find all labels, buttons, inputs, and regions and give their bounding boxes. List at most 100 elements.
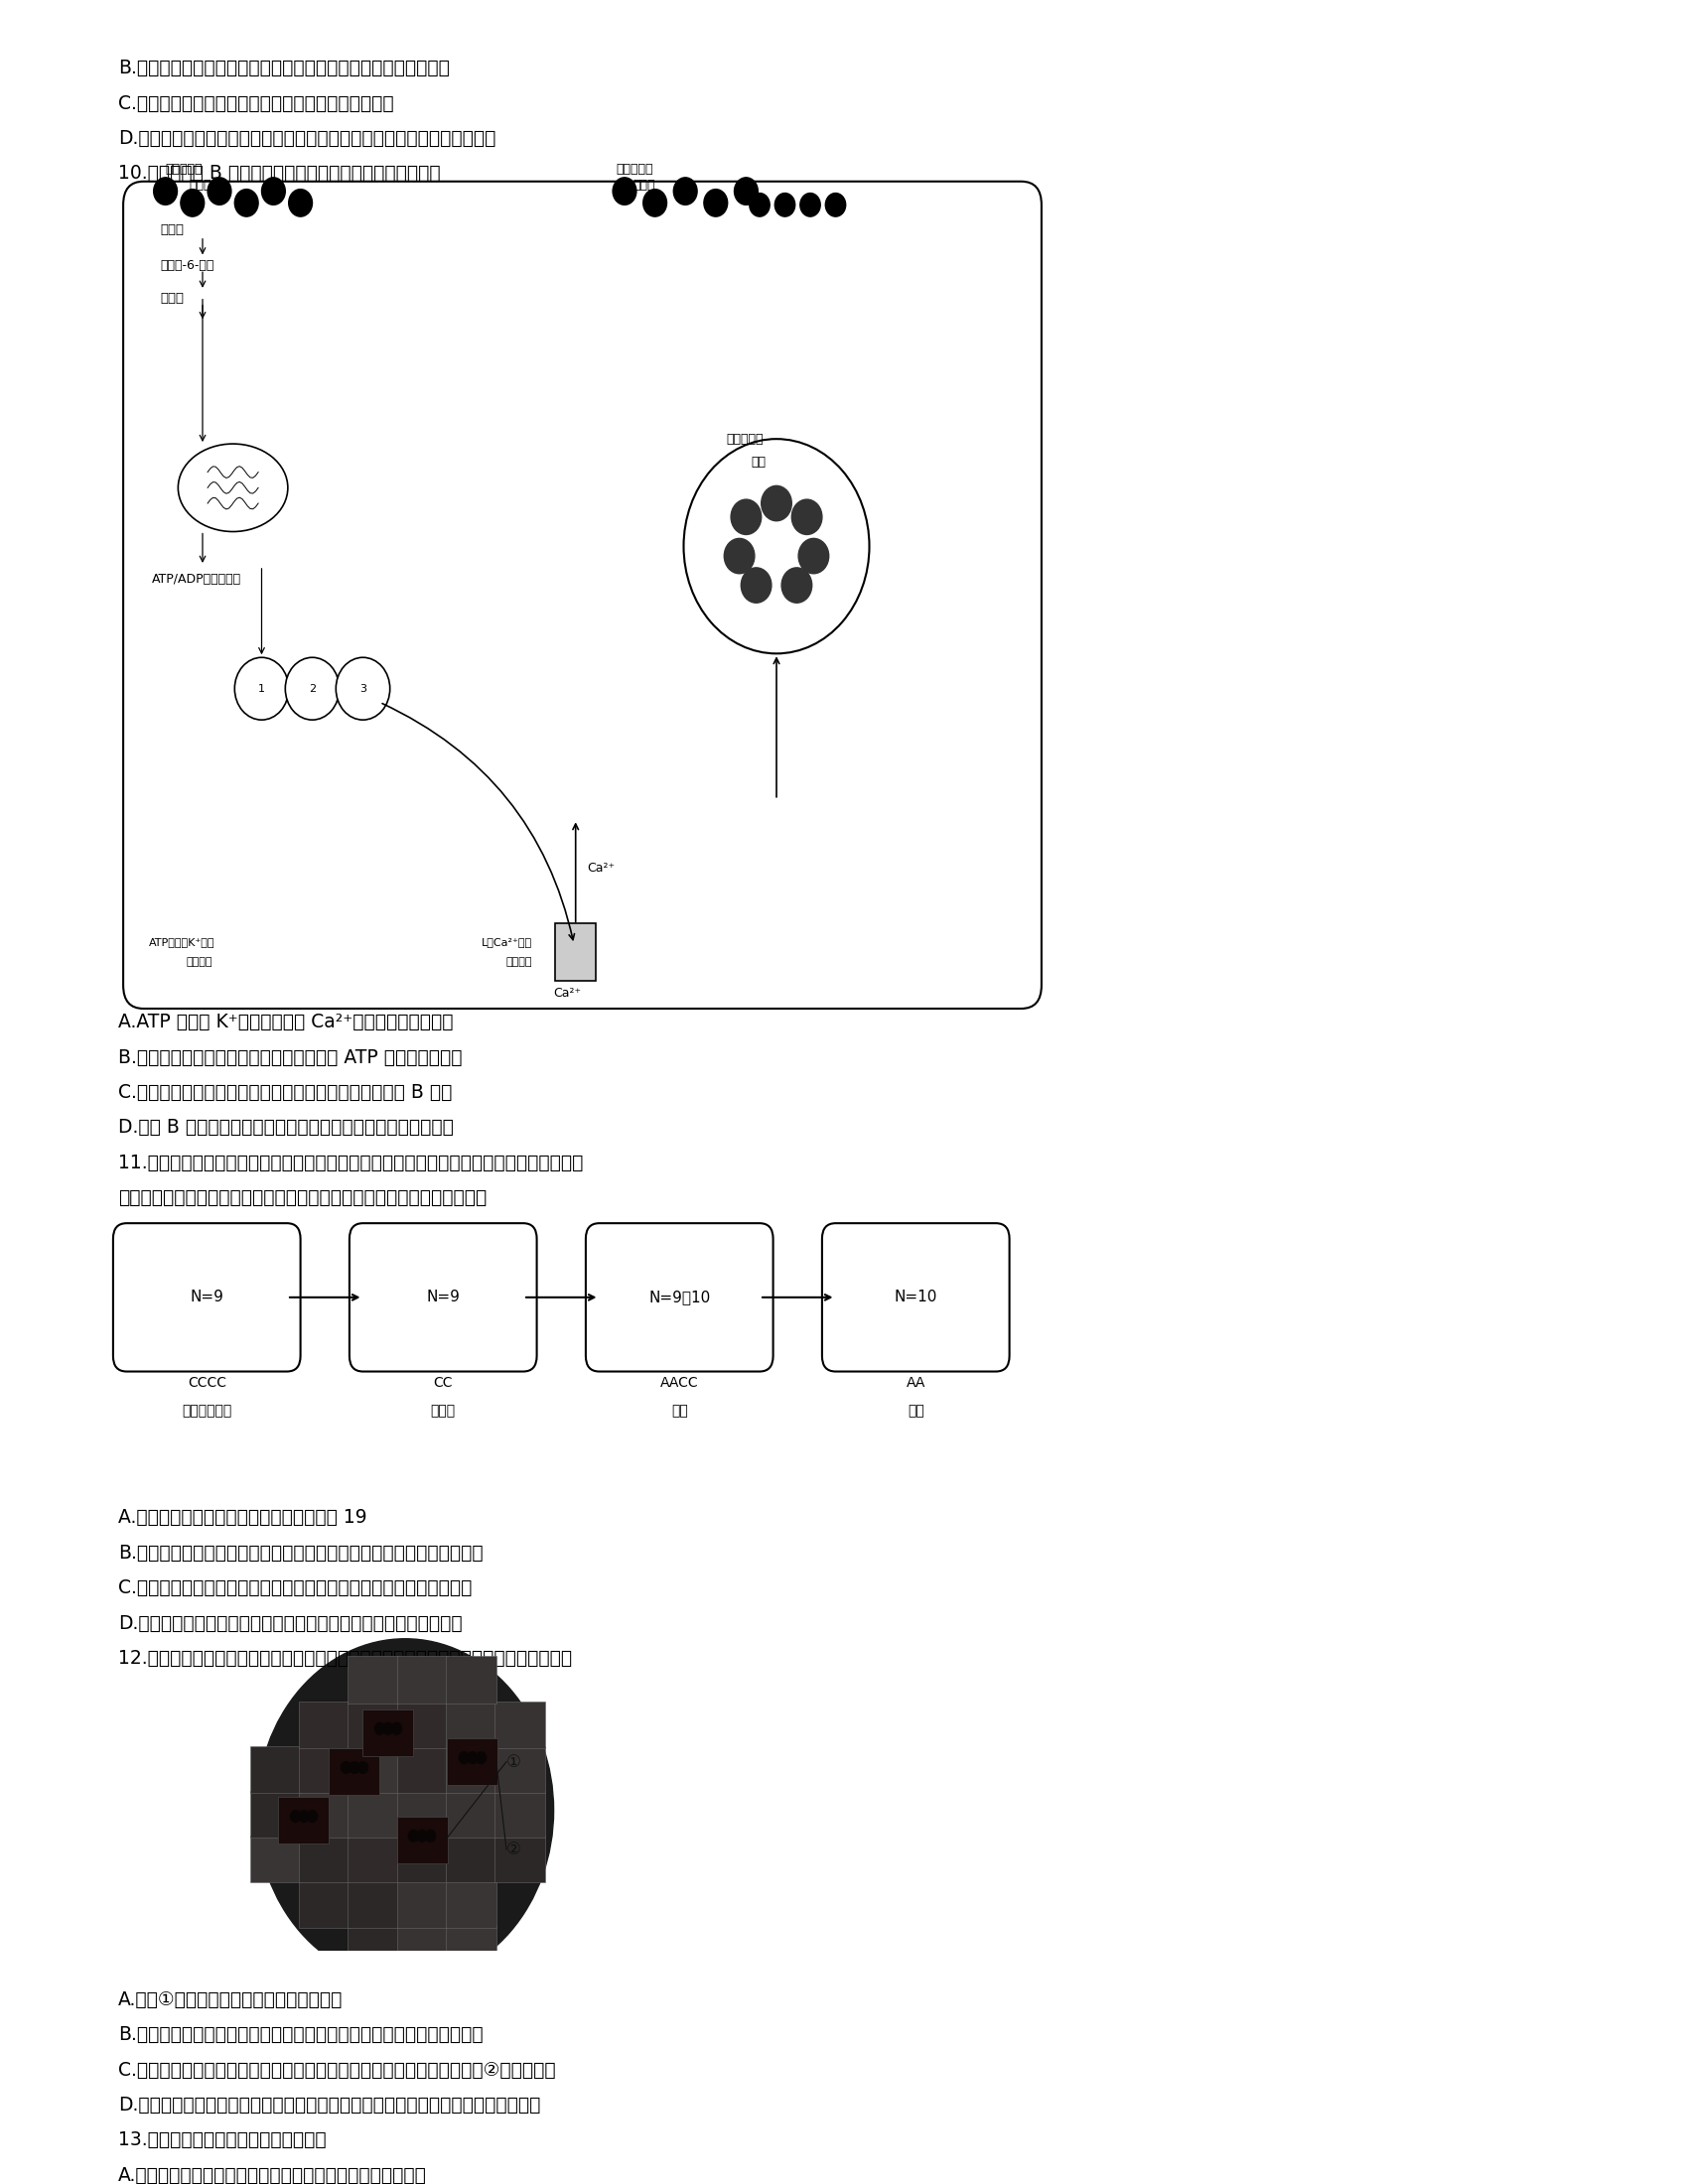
Circle shape <box>741 568 771 603</box>
Circle shape <box>731 500 761 535</box>
Text: D.胰岛 B 细胞内含有胰岛素的囊泡批量释放可迅速升高血糖浓度: D.胰岛 B 细胞内含有胰岛素的囊泡批量释放可迅速升高血糖浓度 <box>118 1118 454 1138</box>
FancyBboxPatch shape <box>446 1701 496 1747</box>
Circle shape <box>674 177 697 205</box>
Circle shape <box>468 1752 478 1765</box>
FancyBboxPatch shape <box>446 1880 496 1928</box>
FancyBboxPatch shape <box>495 1837 545 1883</box>
FancyBboxPatch shape <box>446 1655 496 1704</box>
Circle shape <box>704 190 728 216</box>
Text: 10.右图为胰岛 B 细胞分泌胰岛素的过程。有关叙述正确的是: 10.右图为胰岛 B 细胞分泌胰岛素的过程。有关叙述正确的是 <box>118 164 441 183</box>
Circle shape <box>341 1762 351 1773</box>
Text: 量上升: 量上升 <box>633 179 655 192</box>
Circle shape <box>775 192 795 216</box>
Text: 葡萄糖含量: 葡萄糖含量 <box>165 164 203 177</box>
FancyBboxPatch shape <box>250 1745 300 1793</box>
Text: B.可以根据视野中各个时期的细胞数量推算出细胞周期中各个时期的长度: B.可以根据视野中各个时期的细胞数量推算出细胞周期中各个时期的长度 <box>118 2025 483 2044</box>
FancyBboxPatch shape <box>250 1791 300 1837</box>
FancyBboxPatch shape <box>586 1223 773 1372</box>
Circle shape <box>299 1811 309 1821</box>
Circle shape <box>336 657 390 721</box>
FancyBboxPatch shape <box>299 1837 349 1883</box>
Circle shape <box>208 177 231 205</box>
Circle shape <box>289 190 312 216</box>
Text: CCCC: CCCC <box>187 1376 226 1391</box>
Text: 花椰菜: 花椰菜 <box>430 1404 456 1417</box>
Circle shape <box>262 177 285 205</box>
Circle shape <box>782 568 812 603</box>
Text: ②: ② <box>506 1841 522 1859</box>
Circle shape <box>383 1723 393 1734</box>
Circle shape <box>290 1811 300 1821</box>
Text: CC: CC <box>434 1376 452 1391</box>
Text: L型Ca²⁺通道: L型Ca²⁺通道 <box>481 937 532 948</box>
Text: C.群落的垂直结构和水平结构等特征，可随时间而改变: C.群落的垂直结构和水平结构等特征，可随时间而改变 <box>118 94 393 114</box>
Text: （开放）: （开放） <box>506 957 533 968</box>
Text: （关闭）: （关闭） <box>186 957 213 968</box>
FancyBboxPatch shape <box>495 1745 545 1793</box>
Circle shape <box>375 1723 385 1734</box>
Circle shape <box>307 1811 317 1821</box>
Text: 1: 1 <box>258 684 265 695</box>
Text: N=9或10: N=9或10 <box>648 1291 711 1304</box>
Circle shape <box>749 192 770 216</box>
FancyBboxPatch shape <box>299 1791 349 1837</box>
Text: 四倍体花椰菜: 四倍体花椰菜 <box>182 1404 231 1417</box>
Text: 11.多倍体分为两种，同源多倍体含有来自同一物种的多个染色体组；异源多倍体含有来自两: 11.多倍体分为两种，同源多倍体含有来自同一物种的多个染色体组；异源多倍体含有来… <box>118 1153 584 1173</box>
Circle shape <box>761 485 792 522</box>
Circle shape <box>459 1752 469 1765</box>
Circle shape <box>734 177 758 205</box>
Text: ATP敏感的K⁺通道: ATP敏感的K⁺通道 <box>149 937 214 948</box>
Circle shape <box>408 1830 419 1841</box>
FancyBboxPatch shape <box>348 1701 398 1747</box>
Circle shape <box>724 539 755 574</box>
FancyBboxPatch shape <box>299 1880 349 1928</box>
Ellipse shape <box>179 443 287 531</box>
Text: 13.下列关于细胞呼吸的叙述，错误的是: 13.下列关于细胞呼吸的叙述，错误的是 <box>118 2132 326 2149</box>
Circle shape <box>154 177 177 205</box>
FancyBboxPatch shape <box>397 1655 447 1704</box>
Circle shape <box>181 190 204 216</box>
Text: ①: ① <box>506 1754 522 1771</box>
Text: C.若多次用一定浓度秋水仙素处理根尖，制成装片后可看到较多细胞处于②所示的时期: C.若多次用一定浓度秋水仙素处理根尖，制成装片后可看到较多细胞处于②所示的时期 <box>118 2060 555 2079</box>
Circle shape <box>643 190 667 216</box>
FancyBboxPatch shape <box>363 1710 414 1756</box>
Circle shape <box>798 539 829 574</box>
Text: B.油菜可能由花椰菜与芜菁减数分裂时产生染色体加倍的配子受精后形成: B.油菜可能由花椰菜与芜菁减数分裂时产生染色体加倍的配子受精后形成 <box>118 1544 483 1562</box>
Text: AACC: AACC <box>660 1376 699 1391</box>
Text: 油菜: 油菜 <box>672 1404 687 1417</box>
FancyBboxPatch shape <box>397 1791 447 1837</box>
FancyBboxPatch shape <box>446 1745 496 1793</box>
FancyBboxPatch shape <box>397 1745 447 1793</box>
FancyBboxPatch shape <box>279 1797 329 1843</box>
Text: 葡萄糖-6-磷酸: 葡萄糖-6-磷酸 <box>160 260 214 271</box>
Text: 胰岛素含量: 胰岛素含量 <box>616 164 653 177</box>
FancyBboxPatch shape <box>447 1738 498 1784</box>
FancyBboxPatch shape <box>348 1837 398 1883</box>
FancyBboxPatch shape <box>822 1223 1009 1372</box>
Circle shape <box>792 500 822 535</box>
FancyBboxPatch shape <box>348 1880 398 1928</box>
Text: D.若部分细胞没有被龙胆紫溶液染色，原因可能是染色前漂洗不充分或染色时间过短: D.若部分细胞没有被龙胆紫溶液染色，原因可能是染色前漂洗不充分或染色时间过短 <box>118 2097 540 2114</box>
Circle shape <box>800 192 820 216</box>
FancyBboxPatch shape <box>397 1880 447 1928</box>
Text: A.油菜为异源四倍体，体细胞染色体数目为 19: A.油菜为异源四倍体，体细胞染色体数目为 19 <box>118 1509 366 1527</box>
FancyBboxPatch shape <box>446 1837 496 1883</box>
Text: 含胰岛素的: 含胰岛素的 <box>726 432 763 446</box>
Text: D.油菜表达了在花椰菜和芜菁中不表达的基因，一定发生了基因突变: D.油菜表达了在花椰菜和芜菁中不表达的基因，一定发生了基因突变 <box>118 1614 463 1634</box>
Text: B.进入细胞的葡萄糖氧化分解可使细胞内的 ATP 含量大幅度升高: B.进入细胞的葡萄糖氧化分解可使细胞内的 ATP 含量大幅度升高 <box>118 1048 463 1066</box>
Text: C.油菜与花椰菜存在生殖隔离，四倍体花椰菜与花椰菜不存在生殖隔离: C.油菜与花椰菜存在生殖隔离，四倍体花椰菜与花椰菜不存在生殖隔离 <box>118 1579 473 1597</box>
Circle shape <box>257 1638 554 1983</box>
Text: ATP/ADP的比值上升: ATP/ADP的比值上升 <box>152 572 241 585</box>
Text: 丙酮酸: 丙酮酸 <box>160 293 184 306</box>
Text: 2: 2 <box>309 684 316 695</box>
Text: 囊泡: 囊泡 <box>751 456 766 470</box>
FancyBboxPatch shape <box>495 1701 545 1747</box>
Circle shape <box>235 190 258 216</box>
Text: 量上升: 量上升 <box>189 179 211 192</box>
FancyBboxPatch shape <box>446 1926 496 1972</box>
FancyBboxPatch shape <box>299 1745 349 1793</box>
FancyBboxPatch shape <box>123 181 1041 1009</box>
Text: AA: AA <box>906 1376 925 1391</box>
Text: N=9: N=9 <box>191 1291 223 1304</box>
Text: C.内环境中葡萄糖含量升高时，通过葡萄糖受体进入胰岛 B 细胞: C.内环境中葡萄糖含量升高时，通过葡萄糖受体进入胰岛 B 细胞 <box>118 1083 452 1103</box>
